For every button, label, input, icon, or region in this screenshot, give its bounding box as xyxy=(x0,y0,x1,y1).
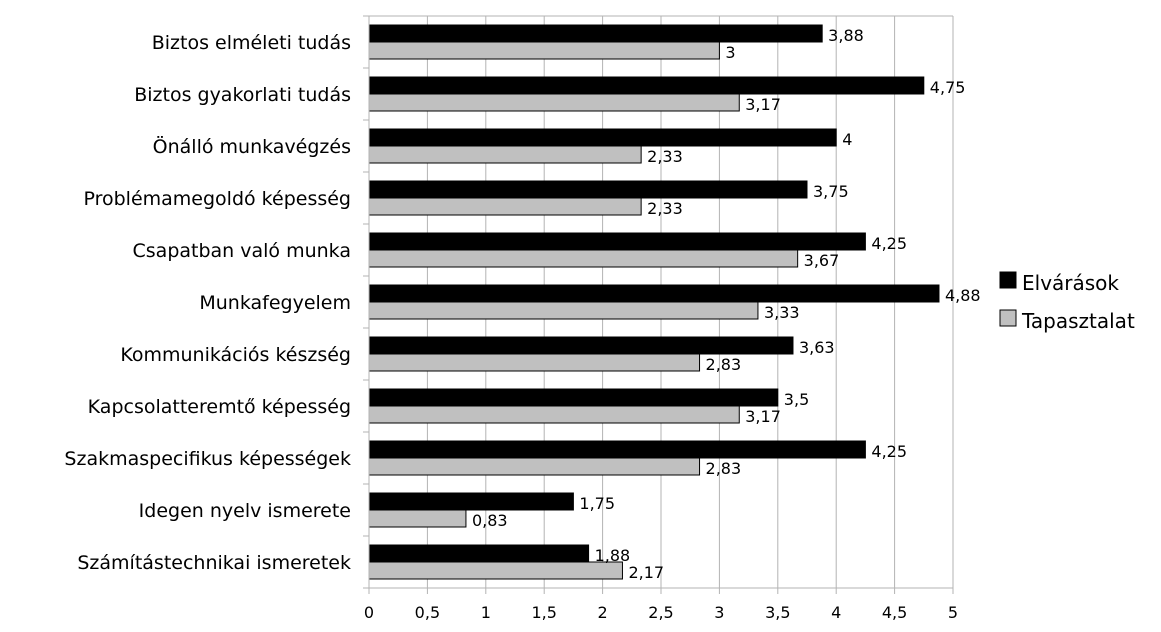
bar-elvarasok xyxy=(368,24,823,43)
data-label-elvarasok: 4,75 xyxy=(930,78,966,97)
data-label-elvarasok: 3,63 xyxy=(799,338,835,357)
data-label-tapasztalat: 2,83 xyxy=(706,355,742,374)
data-label-elvarasok: 4,25 xyxy=(871,234,907,253)
category-labels: Biztos elméleti tudás Biztos gyakorlati t… xyxy=(64,32,351,574)
x-tick-label: 2,5 xyxy=(648,603,673,622)
bar-elvarasok xyxy=(368,76,925,95)
data-label-elvarasok: 3,88 xyxy=(828,26,864,45)
bar-elvarasok xyxy=(368,232,866,251)
x-tick-label: 4 xyxy=(831,603,841,622)
legend-label-tapasztalat: Tapasztalat xyxy=(1021,309,1135,333)
x-tick-label: 1 xyxy=(481,603,491,622)
bar-tapasztalat xyxy=(368,405,740,424)
x-tick-label: 4,5 xyxy=(882,603,907,622)
bar-elvarasok xyxy=(368,440,866,459)
data-label-elvarasok: 1,88 xyxy=(595,546,631,565)
category-label: Idegen nyelv ismerete xyxy=(139,500,351,522)
data-label-tapasztalat: 3,17 xyxy=(745,407,781,426)
bar-tapasztalat xyxy=(368,301,759,320)
data-label-elvarasok: 4 xyxy=(842,130,852,149)
data-label-elvarasok: 3,75 xyxy=(813,182,849,201)
bar-tapasztalat xyxy=(368,353,701,372)
bar-elvarasok xyxy=(368,336,794,355)
data-label-tapasztalat: 3 xyxy=(725,43,735,62)
tick-labels: 0 0,5 1 1,5 2 2,5 3 3,5 4 4,5 5 xyxy=(364,603,958,622)
bar-elvarasok xyxy=(368,180,808,199)
bar-elvarasok xyxy=(368,128,837,147)
category-label: Biztos elméleti tudás xyxy=(152,32,351,54)
x-tick-label: 3 xyxy=(714,603,724,622)
bar-elvarasok xyxy=(368,492,574,511)
data-label-tapasztalat: 3,33 xyxy=(764,303,800,322)
data-label-elvarasok: 4,88 xyxy=(945,286,981,305)
data-label-tapasztalat: 2,17 xyxy=(628,563,664,582)
bar-tapasztalat xyxy=(368,561,623,580)
bars xyxy=(368,24,940,580)
data-labels: 3,88 3 4,75 3,17 4 2,33 3,75 2,33 4,25 3,67 4,88 3,… xyxy=(472,26,981,582)
axes xyxy=(363,15,954,594)
data-label-tapasztalat: 2,33 xyxy=(647,147,683,166)
x-tick-label: 2 xyxy=(598,603,608,622)
legend-label-elvarasok: Elvárások xyxy=(1022,271,1119,295)
category-label: Problémamegoldó képesség xyxy=(83,188,351,210)
bar-tapasztalat xyxy=(368,41,720,60)
category-label: Kapcsolatteremtő képesség xyxy=(88,396,351,418)
x-tick-label: 1,5 xyxy=(531,603,556,622)
x-tick-label: 3,5 xyxy=(765,603,790,622)
data-label-elvarasok: 1,75 xyxy=(579,494,615,513)
bar-tapasztalat xyxy=(368,457,701,476)
category-label: Szakmaspecifikus képességek xyxy=(64,448,351,470)
legend-swatch-tapasztalat xyxy=(999,309,1017,327)
category-label: Munkafegyelem xyxy=(199,292,351,314)
data-label-elvarasok: 4,25 xyxy=(871,442,907,461)
bar-tapasztalat xyxy=(368,249,799,268)
data-label-tapasztalat: 3,17 xyxy=(745,95,781,114)
x-tick-label: 0,5 xyxy=(415,603,440,622)
category-label: Számítástechnikai ismeretek xyxy=(77,552,351,574)
data-label-tapasztalat: 0,83 xyxy=(472,511,508,530)
data-label-tapasztalat: 2,83 xyxy=(706,459,742,478)
bar-elvarasok xyxy=(368,284,940,303)
x-tick-label: 5 xyxy=(948,603,958,622)
bar-elvarasok xyxy=(368,544,590,563)
category-label: Kommunikációs készség xyxy=(120,344,351,366)
bar-elvarasok xyxy=(368,388,779,407)
x-tick-label: 0 xyxy=(364,603,374,622)
legend: Elvárások Tapasztalat xyxy=(999,271,1135,333)
data-label-tapasztalat: 2,33 xyxy=(647,199,683,218)
data-label-tapasztalat: 3,67 xyxy=(804,251,840,270)
category-label: Csapatban való munka xyxy=(133,240,351,262)
bar-tapasztalat xyxy=(368,145,642,164)
bar-tapasztalat xyxy=(368,509,467,528)
legend-swatch-elvarasok xyxy=(999,271,1017,289)
bar-tapasztalat xyxy=(368,93,740,112)
bar-tapasztalat xyxy=(368,197,642,216)
category-label: Biztos gyakorlati tudás xyxy=(134,84,351,106)
category-label: Önálló munkavégzés xyxy=(153,135,351,158)
data-label-elvarasok: 3,5 xyxy=(784,390,809,409)
